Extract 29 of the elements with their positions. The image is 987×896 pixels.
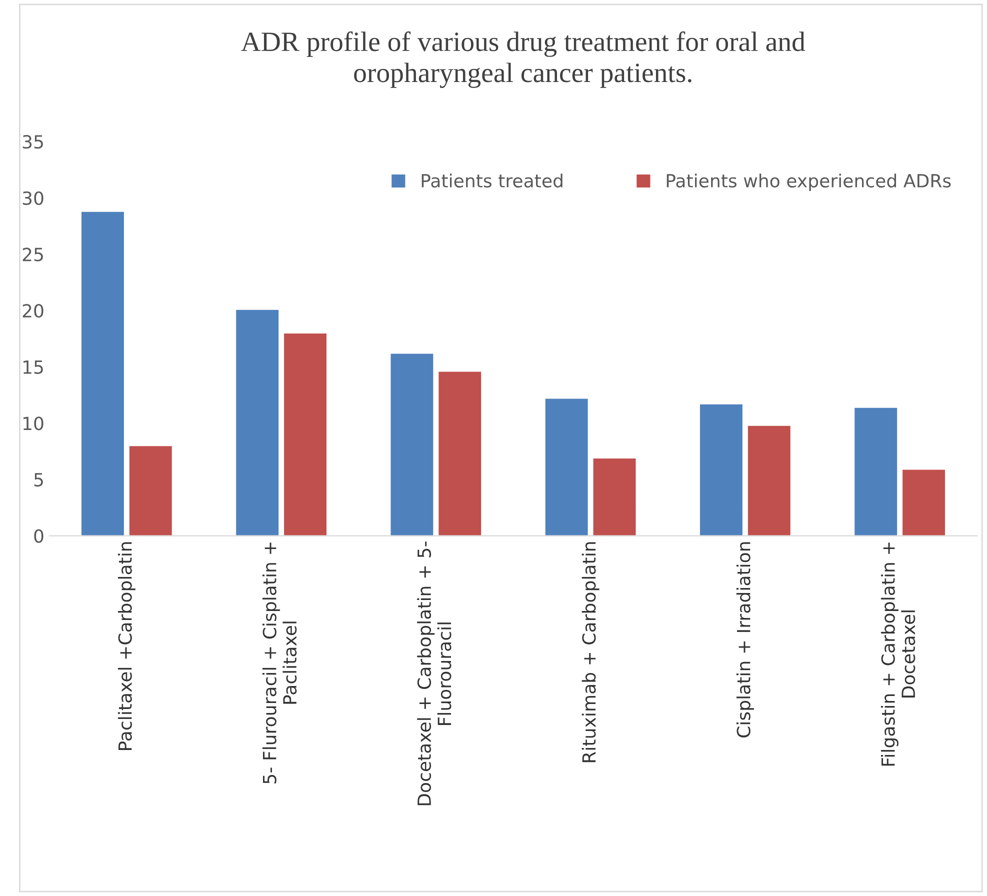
bar [747, 425, 792, 536]
x-tick-label: Filgastin + Carboplatin + Docetaxel [880, 542, 916, 766]
y-tick-label: 35 [22, 135, 43, 149]
bar [390, 352, 434, 536]
y-tick-label: 0 [34, 529, 44, 543]
bar [283, 332, 328, 536]
bar [128, 445, 173, 536]
bar [438, 370, 482, 536]
bar [902, 468, 946, 536]
x-tick-label: Rituximab + Carboplatin [582, 542, 600, 762]
x-tick-label: Paclitaxel +Carboplatin [118, 542, 136, 750]
bar [699, 404, 744, 536]
x-tick-label: Docetaxel + Carboplatin + 5- Fluorouracil [417, 542, 452, 806]
bar [592, 458, 637, 536]
y-tick-label: 25 [22, 248, 43, 262]
y-tick-label: 5 [34, 473, 43, 487]
bar [544, 398, 589, 536]
bar [854, 406, 898, 536]
x-tick-label: Cisplatin + Irradiation [736, 542, 754, 738]
chart-title: ADR profile of various drug treatment for oral and oropharyngeal cancer patients. [241, 31, 806, 88]
y-tick-label: 15 [23, 360, 43, 374]
bar [80, 210, 125, 536]
x-tick-label: 5- Flurouracil + Cisplatin + Paclitaxel [262, 542, 297, 784]
legend-label: Patients treated [422, 174, 562, 188]
bar [235, 308, 280, 536]
y-tick-label: 20 [22, 304, 44, 318]
legend-label: Patients who experienced ADRs [666, 174, 951, 192]
y-tick-label: 30 [22, 191, 44, 206]
y-tick-label: 10 [23, 416, 44, 430]
